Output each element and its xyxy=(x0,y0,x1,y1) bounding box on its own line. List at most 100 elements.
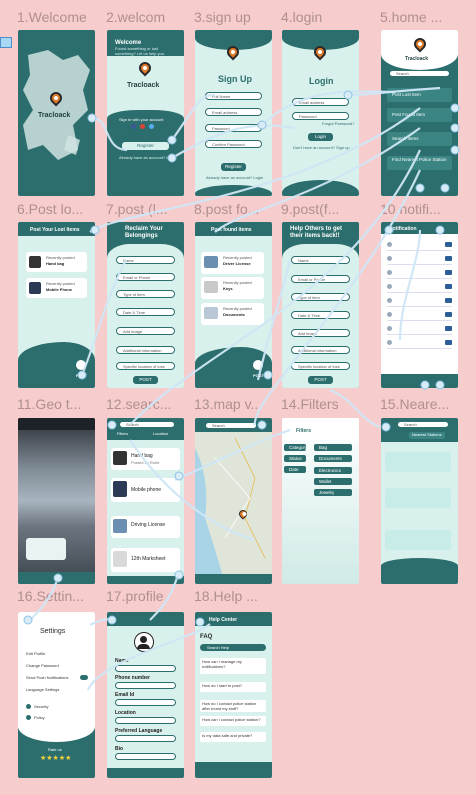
contact-field[interactable]: Email or Phone xyxy=(116,273,175,281)
screen-filters[interactable]: Filters Category Status Date Bag Documen… xyxy=(282,418,359,584)
login-button[interactable]: Login xyxy=(308,133,333,141)
search-items-button[interactable]: Search Items xyxy=(387,132,452,146)
security-item[interactable]: Security xyxy=(34,704,49,709)
confirm-password-field[interactable]: Confirm Password xyxy=(205,140,262,148)
help-search-input[interactable]: Search Help xyxy=(200,644,266,651)
search-input[interactable]: Search xyxy=(119,421,175,428)
language-settings-item[interactable]: Language Settings xyxy=(26,687,60,692)
station-card[interactable] xyxy=(385,530,451,550)
avatar[interactable] xyxy=(134,632,154,652)
result-card-3[interactable]: Driving License xyxy=(111,516,180,538)
facebook-icon[interactable] xyxy=(131,124,136,129)
post-found-item-button[interactable]: Post Found Item xyxy=(387,108,452,122)
result-card-1[interactable]: Hand bag Posted by Rohit xyxy=(111,448,180,470)
screen-post-found[interactable]: Post found items Recently posted Driver … xyxy=(195,222,272,388)
language-field[interactable] xyxy=(115,735,176,742)
filter-category[interactable]: Category xyxy=(284,444,307,451)
add-image-field[interactable]: Add image xyxy=(116,327,175,335)
push-toggle[interactable] xyxy=(80,675,88,680)
post-fab[interactable] xyxy=(253,360,263,370)
notification-row[interactable] xyxy=(387,338,452,349)
additional-info-field[interactable]: Additional information xyxy=(291,346,350,354)
filters-button[interactable]: Filters xyxy=(117,431,128,436)
screen-notifications[interactable]: Notification xyxy=(381,222,458,388)
result-card-4[interactable]: 12th Marksheet xyxy=(111,548,180,572)
register-button[interactable]: Register xyxy=(221,163,246,171)
notification-row[interactable] xyxy=(387,296,452,307)
screen-nearest[interactable]: Search Nearest Stations xyxy=(381,418,458,584)
found-card-3[interactable]: Recently posted Documents xyxy=(201,303,264,325)
bottom-nav[interactable] xyxy=(18,572,95,584)
screen-help[interactable]: Help Center FAQ Search Help How can I ma… xyxy=(195,612,272,778)
lost-card-1[interactable]: Recently posted Hand bag xyxy=(26,252,87,272)
faq-item[interactable]: Is my data safe and private? xyxy=(200,732,266,742)
bottom-nav[interactable] xyxy=(107,576,184,584)
login-link[interactable]: Already have an account? Login xyxy=(119,155,177,160)
filter-date[interactable]: Date xyxy=(284,466,306,473)
filter-option[interactable]: Jewelry xyxy=(314,489,352,496)
twitter-icon[interactable] xyxy=(149,124,154,129)
password-field[interactable]: Password xyxy=(292,112,349,120)
notification-row[interactable] xyxy=(387,240,452,251)
screen-signup[interactable]: Sign Up Full Name Email address Password… xyxy=(195,30,272,196)
station-card[interactable] xyxy=(385,452,451,472)
password-field[interactable]: Password xyxy=(205,124,262,132)
notification-row[interactable] xyxy=(387,310,452,321)
edit-profile-item[interactable]: Edit Profile xyxy=(26,651,46,656)
forgot-password-link[interactable]: Forgot Password? xyxy=(322,121,355,126)
faq-item[interactable]: How can I manage my notifications? xyxy=(200,658,266,674)
lost-card-2[interactable]: Recently posted Mobile Phone xyxy=(26,278,87,298)
add-image-field[interactable]: Add image xyxy=(291,329,350,337)
location-field[interactable] xyxy=(115,717,176,724)
push-notifications-item[interactable]: Send Push Notifications xyxy=(26,675,69,680)
name-field[interactable] xyxy=(115,665,176,672)
screen-welcome[interactable]: Tracloack xyxy=(18,30,95,196)
screen-post-found-form[interactable]: Help Others to get their items back!! Na… xyxy=(282,222,359,388)
email-field[interactable] xyxy=(115,699,176,706)
search-input[interactable]: Search xyxy=(397,421,449,428)
notification-row[interactable] xyxy=(387,324,452,335)
fullname-field[interactable]: Full Name xyxy=(205,92,262,100)
location-button[interactable]: Location xyxy=(153,431,169,436)
screen-welcome2[interactable]: Welcome Found something or lost somethin… xyxy=(107,30,184,196)
notification-row[interactable] xyxy=(387,268,452,279)
location-field[interactable]: Specific location of loss xyxy=(291,362,350,370)
google-icon[interactable] xyxy=(140,124,145,129)
post-fab[interactable] xyxy=(76,360,86,370)
screen-search[interactable]: Search Filters Location Hand bag Posted … xyxy=(107,418,184,584)
email-field[interactable]: Email address xyxy=(205,108,262,116)
faq-item[interactable]: How do I start to post? xyxy=(200,682,266,692)
bio-field[interactable] xyxy=(115,753,176,760)
screen-profile[interactable]: Name Phone number Email Id Location Pref… xyxy=(107,612,184,778)
map-area[interactable] xyxy=(195,418,272,584)
item-type-field[interactable]: Type of item xyxy=(116,290,175,298)
result-card-2[interactable]: Mobile phone xyxy=(111,478,180,502)
filter-option[interactable]: Documents xyxy=(314,455,352,462)
datetime-field[interactable]: Date & Time xyxy=(291,311,350,319)
frame-icon[interactable] xyxy=(0,37,12,48)
found-card-1[interactable]: Recently posted Driver License xyxy=(201,252,264,274)
screen-settings[interactable]: Settings Edit Profile Change Password Se… xyxy=(18,612,95,778)
filter-option[interactable]: Wallet xyxy=(314,478,352,485)
item-type-field[interactable]: Type of item xyxy=(291,293,350,301)
rating-stars[interactable]: ★★★★★ xyxy=(40,755,72,762)
filter-option[interactable]: Bag xyxy=(314,444,352,451)
found-card-2[interactable]: Recently posted Keys xyxy=(201,277,264,299)
notification-row[interactable] xyxy=(387,282,452,293)
station-card[interactable] xyxy=(385,488,451,508)
post-button[interactable]: POST xyxy=(308,376,333,384)
signup-link[interactable]: Don't have an account? Sign up xyxy=(293,145,350,150)
email-field[interactable]: Email address xyxy=(292,98,349,106)
login-link[interactable]: Already have an account? Login xyxy=(206,175,264,180)
screen-home[interactable]: Tracloack Search Post Lost Item Post Fou… xyxy=(381,30,458,196)
register-button[interactable]: Register xyxy=(122,142,169,150)
name-field[interactable]: Name xyxy=(116,256,175,264)
screen-geo[interactable] xyxy=(18,418,95,584)
filter-status[interactable]: Status xyxy=(284,455,306,462)
additional-info-field[interactable]: Additional information xyxy=(116,346,175,354)
notification-row[interactable] xyxy=(387,254,452,265)
datetime-field[interactable]: Date & Time xyxy=(116,308,175,316)
policy-item[interactable]: Policy xyxy=(34,715,45,720)
bottom-nav[interactable] xyxy=(381,374,458,388)
faq-item[interactable]: How can I contact police station? xyxy=(200,716,266,726)
